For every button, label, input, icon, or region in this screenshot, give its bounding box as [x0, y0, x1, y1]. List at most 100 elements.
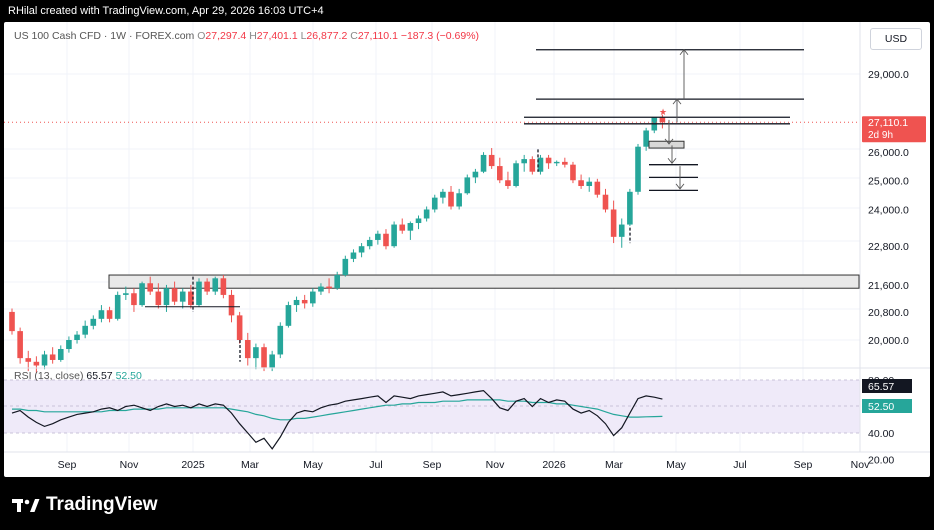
candle-body — [139, 283, 145, 306]
candle — [334, 271, 340, 290]
time-tick-label: May — [666, 459, 687, 471]
candle-body — [350, 252, 357, 259]
candle — [448, 186, 454, 210]
candle-body — [391, 224, 397, 247]
candle-body — [82, 325, 88, 335]
currency-button[interactable]: USD — [870, 28, 922, 50]
price-tick-label: 29,000.0 — [868, 69, 909, 81]
candle — [529, 156, 536, 175]
candle — [212, 276, 219, 295]
candle — [562, 157, 568, 168]
symbol-legend[interactable]: US 100 Cash CFD · 1W · FOREX.com O27,297… — [14, 30, 479, 42]
candle-body — [513, 163, 519, 187]
candle-body — [553, 161, 560, 164]
candle-body — [269, 354, 275, 368]
candle-body — [25, 358, 32, 362]
low-value: 26,877.2 — [306, 30, 348, 42]
candle — [350, 249, 357, 263]
candle — [204, 278, 210, 295]
candle — [513, 160, 519, 188]
candle-body — [431, 197, 438, 210]
candle-body — [17, 331, 23, 359]
arrow-down-1-head — [664, 138, 674, 145]
candle — [131, 288, 137, 312]
candle-body — [228, 294, 235, 316]
chart-card[interactable]: ★ 29,000.0 26,000.0 25,000.0 24,000.0 22,800… — [4, 22, 930, 477]
candle — [310, 288, 316, 307]
candle-body — [594, 181, 601, 195]
last-price-label: 27,110.1 — [868, 117, 908, 129]
time-tick-label: Mar — [605, 459, 624, 471]
candle — [179, 288, 186, 309]
candle-body — [635, 146, 641, 192]
time-tick-label: Mar — [241, 459, 260, 471]
candle — [301, 294, 308, 309]
candle — [366, 236, 373, 250]
candle-body — [399, 224, 406, 231]
candle — [147, 276, 154, 295]
candle — [253, 343, 259, 370]
candle-body — [448, 191, 454, 207]
candle-body — [277, 325, 284, 355]
candle — [171, 281, 178, 306]
candle — [602, 188, 609, 213]
candle — [236, 311, 243, 344]
chart-svg[interactable]: ★ 29,000.0 26,000.0 25,000.0 24,000.0 22,800… — [4, 22, 930, 477]
high-label: H — [249, 30, 257, 42]
open-value: 27,297.4 — [205, 30, 247, 42]
candle — [578, 174, 584, 189]
candle-body — [537, 157, 544, 172]
candle — [74, 331, 80, 344]
candle-body — [407, 223, 414, 231]
candle — [480, 152, 487, 174]
candle-body — [358, 246, 365, 253]
candle-body — [586, 181, 593, 187]
pivot-box — [648, 140, 685, 149]
candle-body — [285, 305, 292, 326]
tradingview-logo-icon — [12, 499, 40, 512]
rsi-ma-line — [12, 399, 663, 421]
candle-body — [66, 340, 72, 350]
candle — [123, 286, 129, 300]
candle — [407, 221, 414, 240]
candle-body — [33, 361, 40, 366]
candle-body — [301, 299, 308, 304]
price-tick-label: 24,000.0 — [868, 204, 909, 216]
rsi-legend[interactable]: RSI (13, close) 65.57 52.50 — [14, 370, 142, 382]
candle — [277, 322, 284, 359]
candle — [57, 345, 64, 362]
candle-body — [505, 180, 511, 187]
candle-body — [188, 291, 194, 306]
candle-body — [659, 117, 666, 123]
candle-body — [464, 177, 471, 194]
projection-arrows-layer: ★ — [659, 49, 689, 190]
time-tick-label: Sep — [58, 459, 77, 471]
arrow-down-2-head — [667, 157, 677, 164]
candle-body — [293, 299, 300, 306]
tradingview-logo[interactable]: TradingView — [12, 494, 158, 516]
candle — [635, 143, 641, 195]
candle — [82, 320, 88, 339]
candle — [586, 177, 593, 192]
candle-body — [521, 159, 527, 164]
arrow-up-target-2-head — [679, 49, 689, 56]
candle — [318, 283, 324, 295]
candle — [66, 336, 72, 353]
candle — [399, 218, 406, 234]
candle — [440, 188, 446, 204]
rsi-label: RSI (13, close) — [14, 370, 84, 382]
author-credit: RHilal created with TradingView.com, Apr… — [8, 5, 324, 17]
candle-body — [570, 164, 576, 181]
time-tick-label: Nov — [486, 459, 505, 471]
candle-body — [49, 354, 56, 360]
candle — [98, 305, 105, 323]
candle — [553, 160, 560, 167]
candle-body — [41, 354, 48, 366]
candle — [627, 188, 633, 227]
candle — [106, 306, 113, 323]
candle-body — [57, 349, 64, 360]
time-tick-label: 2025 — [181, 459, 205, 471]
candle — [643, 127, 649, 151]
candle-body — [342, 258, 349, 276]
